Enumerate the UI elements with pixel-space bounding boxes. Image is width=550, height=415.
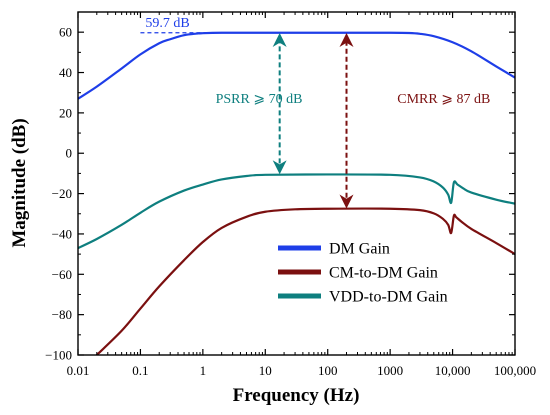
x-axis-title: Frequency (Hz) xyxy=(233,385,360,406)
axes-layer: 0.01 0.1 1 10 100 1000 10,000 100,000 60 40 20 0 −20… xyxy=(45,11,536,378)
x-tick-label: 0.1 xyxy=(132,363,148,378)
y-tick-label: −100 xyxy=(45,348,72,363)
annotation-psrr-70-db: PSRR ⩾ 70 dB xyxy=(216,92,303,107)
y-tick-label: 40 xyxy=(59,65,72,80)
y-tick-label: −80 xyxy=(52,307,72,322)
legend-label-vdd-to-dm-gain: VDD-to-DM Gain xyxy=(329,289,448,306)
y-tick-label: 0 xyxy=(66,146,73,161)
y-tick-label: −60 xyxy=(52,267,72,282)
series-line-cm-to-dm-gain xyxy=(96,207,515,355)
y-tick-label: −40 xyxy=(52,226,72,241)
x-tick-label: 1 xyxy=(200,363,207,378)
annotation-layer: 59.7 dB PSRR ⩾ 70 dB CMRR ⩾ 87 dB xyxy=(140,16,490,209)
annotation-cmrr-87-db: CMRR ⩾ 87 dB xyxy=(397,92,490,107)
annotation-59-7-db: 59.7 dB xyxy=(145,16,189,31)
legend: DM Gain CM-to-DM Gain VDD-to-DM Gain xyxy=(278,241,448,306)
series-line-vdd-to-dm-gain xyxy=(78,173,515,250)
x-tick-label: 0.01 xyxy=(67,363,90,378)
x-tick-label: 100 xyxy=(318,363,338,378)
y-tick-label: 60 xyxy=(59,25,72,40)
series-line-dm-gain xyxy=(78,31,515,100)
legend-label-cm-to-dm-gain: CM-to-DM Gain xyxy=(329,265,438,282)
x-tick-label: 100,000 xyxy=(494,363,536,378)
y-tick-label: 20 xyxy=(59,105,72,120)
x-tick-label: 10,000 xyxy=(435,363,471,378)
y-tick-label: −20 xyxy=(52,186,72,201)
legend-label-dm-gain: DM Gain xyxy=(329,241,390,258)
plot-frame xyxy=(77,11,516,356)
series-layer xyxy=(78,31,515,355)
x-tick-label: 10 xyxy=(259,363,272,378)
y-axis-title: Magnitude (dB) xyxy=(9,118,30,247)
x-tick-label: 1000 xyxy=(377,363,403,378)
